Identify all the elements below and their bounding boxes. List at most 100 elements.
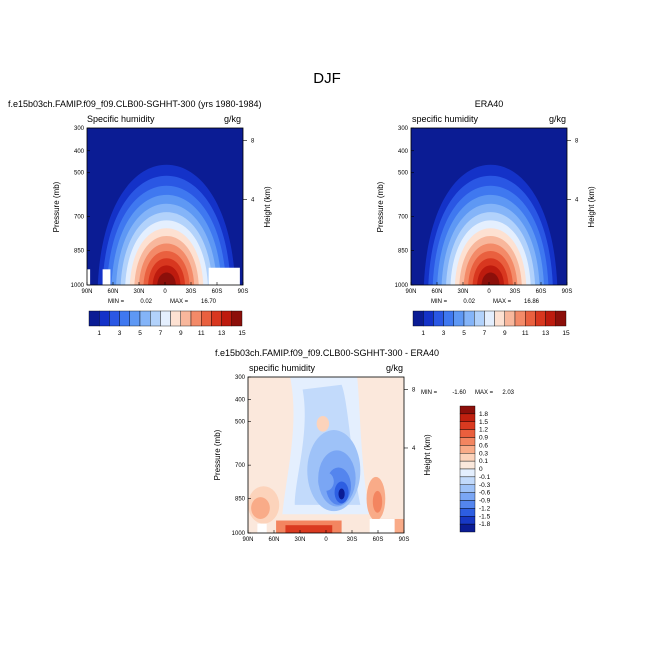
colorbar-swatch xyxy=(160,310,171,327)
colorbar-swatch xyxy=(545,310,556,327)
y-tick-label: 700 xyxy=(235,463,246,469)
y-tick-label: 300 xyxy=(398,126,409,132)
colorbar-label: 1.5 xyxy=(479,419,488,426)
colorbar-label: 13 xyxy=(218,330,226,337)
colorbar-label: 0.6 xyxy=(479,442,488,449)
svg-text:MAX =: MAX = xyxy=(493,299,512,305)
x-tick-label: 60N xyxy=(268,537,279,543)
colorbar-label: 1 xyxy=(97,330,101,337)
x-tick-label: 90N xyxy=(405,289,416,295)
x-tick-label: 90N xyxy=(81,289,92,295)
colorbar-label: 1 xyxy=(421,330,425,337)
x-tick-label: 60S xyxy=(536,289,547,295)
colorbar-swatch xyxy=(459,516,476,525)
y-tick-label: 1000 xyxy=(395,283,409,289)
y-tick-label: 400 xyxy=(398,149,409,155)
x-tick-label: 30N xyxy=(457,289,468,295)
svg-text:MIN =: MIN = xyxy=(421,390,438,396)
model-ylabel-right: Height (km) xyxy=(263,186,272,228)
diff-panel: f.e15b03ch.FAMIP.f09_f09.CLB00-SGHHT-300… xyxy=(213,348,515,543)
diff-max-value: 2.03 xyxy=(502,390,514,396)
model-axes: 90N 60N 30N 0 30S 60S 90S 300 400 500 700 850 1000 8 4 xyxy=(71,126,255,295)
colorbar-label: 15 xyxy=(562,330,570,337)
colorbar-swatch xyxy=(459,453,476,462)
colorbar-label: 0 xyxy=(479,466,483,473)
model-field-label: Specific humidity xyxy=(87,114,155,124)
colorbar-label: 5 xyxy=(462,330,466,337)
colorbar-swatch xyxy=(453,310,465,327)
colorbar-label: -1.2 xyxy=(479,505,491,512)
obs-panel-title: ERA40 xyxy=(475,99,504,109)
colorbar-swatch xyxy=(525,310,536,327)
colorbar-label: 7 xyxy=(483,330,487,337)
colorbar-label: 5 xyxy=(138,330,142,337)
model-colorbar: 1 3 5 7 9 11 13 15 xyxy=(88,310,246,337)
colorbar-swatch xyxy=(200,310,212,327)
y-tick-label: 700 xyxy=(74,215,85,221)
diff-colorbar: 1.81.51.20.90.60.30.10-0.1-0.3-0.6-0.9-1… xyxy=(459,405,491,533)
diff-ylabel: Pressure (mb) xyxy=(213,429,222,480)
x-tick-label: 0 xyxy=(163,289,167,295)
obs-stats: MIN = 0.02 MAX = 16.86 xyxy=(431,299,540,305)
model-panel-title: f.e15b03ch.FAMIP.f09_f09.CLB00-SGHHT-300… xyxy=(8,99,261,109)
x-tick-label: 30N xyxy=(294,537,305,543)
height-tick-label: 4 xyxy=(251,197,255,203)
diff-min-value: -1.60 xyxy=(452,390,466,396)
colorbar-swatch xyxy=(555,310,567,327)
colorbar-swatch xyxy=(190,310,202,327)
obs-axes: 90N 60N 30N 0 30S 60S 90S 300 400 500 700 850 1000 8 4 xyxy=(395,126,579,295)
colorbar-label: 9 xyxy=(503,330,507,337)
model-panel: f.e15b03ch.FAMIP.f09_f09.CLB00-SGHHT-300… xyxy=(8,99,272,337)
colorbar-swatch xyxy=(459,476,476,485)
y-tick-label: 300 xyxy=(74,126,85,132)
height-tick-label: 4 xyxy=(412,446,416,452)
height-tick-label: 4 xyxy=(575,197,579,203)
colorbar-label: -1.8 xyxy=(479,521,491,528)
obs-min-value: 0.02 xyxy=(463,299,475,305)
x-tick-label: 30N xyxy=(133,289,144,295)
colorbar-label: 11 xyxy=(198,330,205,337)
colorbar-swatch xyxy=(504,310,516,327)
colorbar-swatch xyxy=(484,310,495,327)
colorbar-swatch xyxy=(211,310,222,327)
colorbar-swatch xyxy=(459,445,476,454)
obs-ylabel: Pressure (mb) xyxy=(376,181,385,232)
obs-units: g/kg xyxy=(549,114,566,124)
model-stats: MIN = 0.02 MAX = 16.70 xyxy=(108,299,217,305)
diff-panel-title: f.e15b03ch.FAMIP.f09_f09.CLB00-SGHHT-300… xyxy=(215,348,439,358)
colorbar-label: 0.3 xyxy=(479,450,488,457)
model-min-value: 0.02 xyxy=(140,299,152,305)
page-title: DJF xyxy=(313,70,341,87)
x-tick-label: 90S xyxy=(399,537,410,543)
x-tick-label: 60N xyxy=(107,289,118,295)
colorbar-swatch xyxy=(459,437,476,446)
colorbar-swatch xyxy=(474,310,485,327)
colorbar-swatch xyxy=(459,523,476,533)
colorbar-swatch xyxy=(423,310,434,327)
colorbar-swatch xyxy=(514,310,526,327)
y-tick-label: 400 xyxy=(74,149,85,155)
colorbar-swatch xyxy=(119,310,130,327)
colorbar-swatch xyxy=(459,500,476,509)
colorbar-label: 9 xyxy=(179,330,183,337)
colorbar-label: -0.3 xyxy=(479,482,491,489)
colorbar-swatch xyxy=(412,310,424,327)
x-tick-label: 60S xyxy=(212,289,223,295)
colorbar-label: 13 xyxy=(542,330,550,337)
y-tick-label: 500 xyxy=(398,171,409,177)
colorbar-label: 1.8 xyxy=(479,411,488,418)
colorbar-swatch xyxy=(149,310,161,327)
x-tick-label: 90N xyxy=(242,537,253,543)
colorbar-swatch xyxy=(88,310,100,327)
diff-field-label: specific humidity xyxy=(249,363,316,373)
colorbar-swatch xyxy=(459,492,476,501)
diff-axes: 90N 60N 30N 0 30S 60S 90S 300 400 500 700 850 1000 8 4 xyxy=(232,375,416,543)
model-contour-field xyxy=(87,128,243,285)
y-tick-label: 400 xyxy=(235,398,246,404)
colorbar-swatch xyxy=(443,310,455,327)
height-tick-label: 8 xyxy=(251,139,255,145)
y-tick-label: 500 xyxy=(74,171,85,177)
colorbar-label: 11 xyxy=(522,330,529,337)
obs-field-label: specific humidity xyxy=(412,114,479,124)
colorbar-swatch xyxy=(535,310,546,327)
